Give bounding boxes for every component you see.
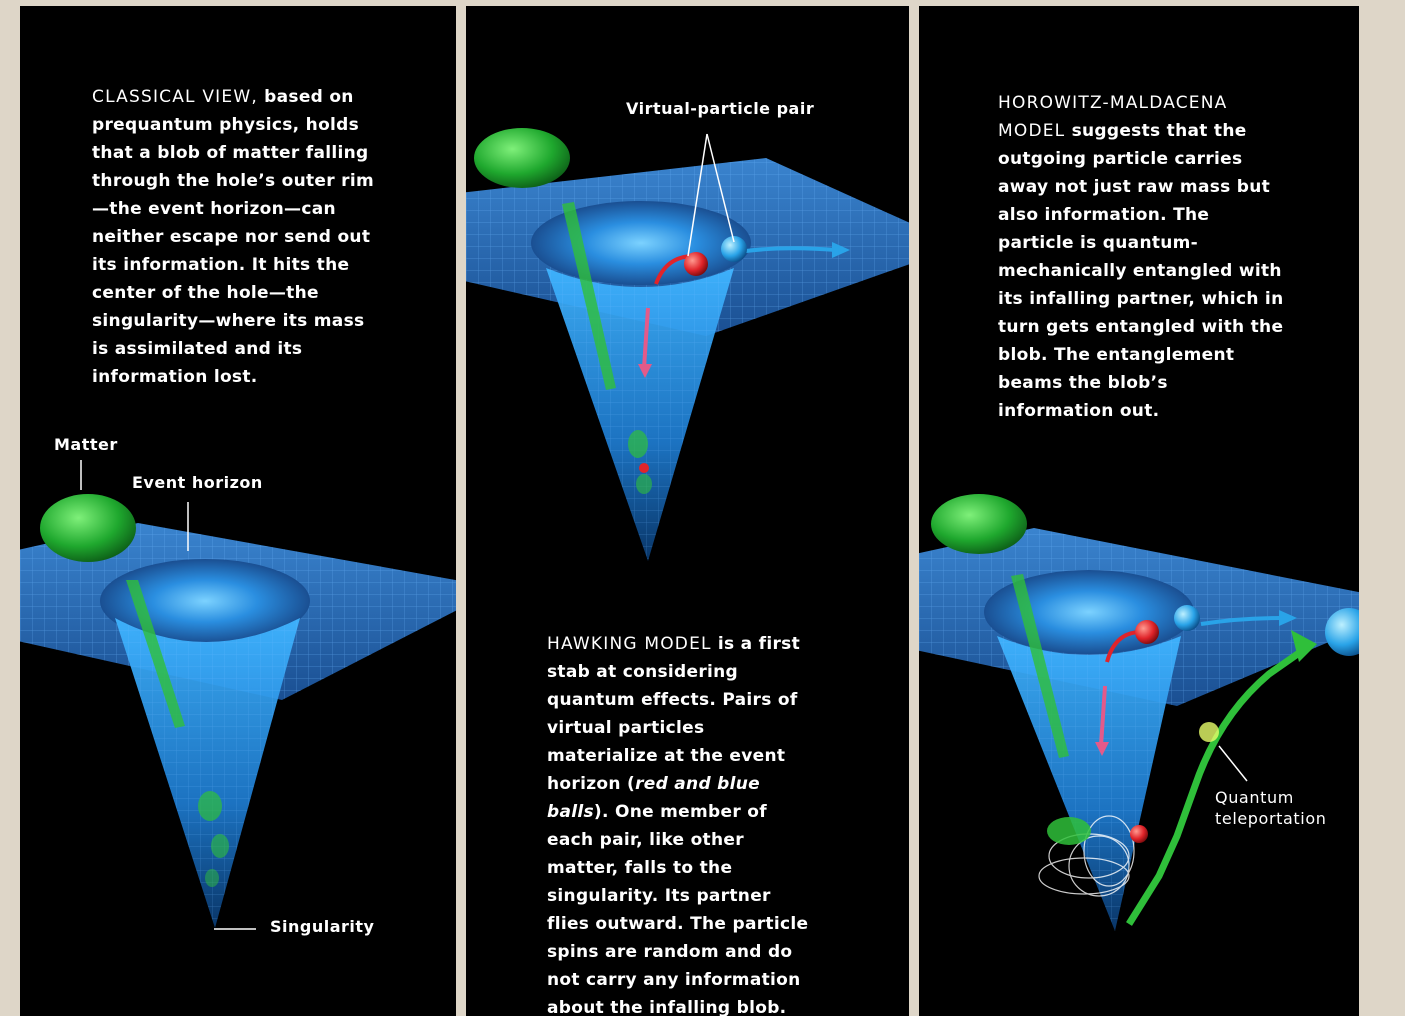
classical-view-text: based on prequantum physics, holds that … — [92, 87, 374, 387]
blue-virtual-particle — [721, 236, 747, 262]
horowitz-maldacena-description: HOROWITZ-MALDACENA MODEL suggests that t… — [998, 89, 1288, 425]
quantum-teleportation-arrow — [1126, 643, 1312, 926]
event-horizon-opening — [531, 201, 751, 285]
matter-trail — [562, 202, 616, 390]
hawking-black-hole-diagram — [466, 128, 909, 561]
singularity-label: Singularity — [270, 917, 375, 936]
quantum-teleportation-label: Quantum teleportation — [1215, 787, 1326, 829]
hawking-model-panel: Virtual-particle pair HAWKING MODEL is a… — [466, 6, 909, 1016]
horowitz-maldacena-text: suggests that the outgoing particle carr… — [998, 121, 1284, 421]
teleportation-label-line2: teleportation — [1215, 809, 1327, 828]
matter-blob — [474, 128, 570, 188]
red-virtual-particle — [684, 252, 708, 276]
horowitz-maldacena-heading: HOROWITZ-MALDACENA MODEL — [998, 93, 1228, 141]
hawking-model-heading: HAWKING MODEL — [547, 634, 712, 654]
hawking-text-italic: red and blue balls — [547, 774, 760, 822]
hawking-model-description: HAWKING MODEL is a first stab at conside… — [547, 630, 819, 1016]
blue-virtual-particle — [1174, 605, 1200, 631]
matter-trail — [126, 580, 185, 728]
hawking-text-part-a: is a first stab at considering quantum e… — [547, 634, 801, 794]
quantum-label-line1: Quantum — [1215, 788, 1294, 807]
outgoing-particle-arrow — [745, 246, 837, 253]
matter-blob — [931, 494, 1027, 554]
horowitz-maldacena-diagram — [919, 494, 1359, 931]
red-virtual-particle — [1135, 620, 1159, 644]
hawking-text-part-b: ). One member of each pair, like other m… — [547, 802, 809, 1016]
outgoing-particle-arrow — [1200, 616, 1282, 626]
matter-label: Matter — [54, 435, 118, 454]
classical-view-panel: CLASSICAL VIEW, based on prequantum phys… — [20, 6, 456, 1016]
teleported-blob-sphere — [1325, 608, 1359, 656]
classical-view-heading: CLASSICAL VIEW, — [92, 87, 258, 107]
event-horizon-label: Event horizon — [132, 473, 263, 492]
matter-trail — [1011, 574, 1069, 758]
classical-view-description: CLASSICAL VIEW, based on prequantum phys… — [92, 83, 382, 391]
horowitz-maldacena-panel: HOROWITZ-MALDACENA MODEL suggests that t… — [919, 6, 1359, 1016]
event-horizon-opening — [100, 559, 310, 643]
entanglement-tangle — [1038, 815, 1135, 897]
matter-blob — [40, 494, 136, 562]
classical-black-hole-diagram — [20, 460, 456, 930]
virtual-particle-pair-label: Virtual-particle pair — [626, 99, 815, 118]
